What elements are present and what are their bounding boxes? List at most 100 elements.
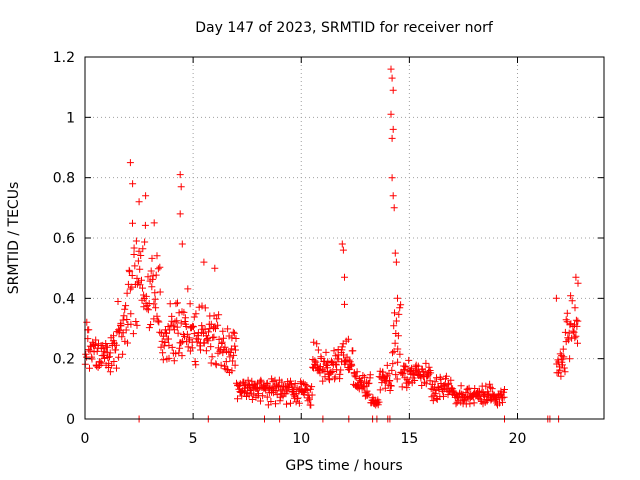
data-point-plus xyxy=(411,377,419,384)
data-point-plus xyxy=(145,324,153,332)
data-point-plus xyxy=(390,347,398,355)
data-point-plus xyxy=(180,308,188,316)
data-point-plus xyxy=(394,294,401,302)
data-point-plus xyxy=(173,317,181,325)
data-point-plus xyxy=(572,273,580,281)
data-point-plus xyxy=(431,390,439,398)
data-point-plus xyxy=(176,171,184,179)
data-point-plus xyxy=(231,342,239,350)
data-point-plus xyxy=(150,219,158,227)
data-point-plus xyxy=(346,365,354,373)
data-point-plus xyxy=(557,372,565,380)
x-tick-label: 5 xyxy=(189,431,198,447)
data-point-plus xyxy=(331,373,339,381)
data-point-plus xyxy=(425,363,433,371)
data-point-plus xyxy=(365,390,373,398)
data-point-plus xyxy=(257,397,264,405)
x-tick-label: 20 xyxy=(509,431,527,447)
data-point-plus xyxy=(106,368,114,376)
data-point-plus xyxy=(139,284,146,292)
data-point-plus xyxy=(365,379,373,387)
data-point-plus xyxy=(220,334,227,342)
data-point-plus xyxy=(306,395,313,403)
data-point-plus xyxy=(267,398,275,405)
y-tick-label: 0 xyxy=(66,412,75,428)
data-point-plus xyxy=(255,390,262,398)
data-point-plus xyxy=(231,361,239,369)
data-point-plus xyxy=(117,322,125,330)
data-point-plus xyxy=(100,351,107,359)
data-point-plus xyxy=(230,329,238,337)
data-point-plus xyxy=(392,371,400,379)
data-point-plus xyxy=(389,125,397,133)
data-point-plus xyxy=(381,384,389,392)
data-point-plus xyxy=(188,344,196,352)
data-point-plus xyxy=(560,353,568,361)
data-point-plus xyxy=(570,328,578,336)
data-point-plus xyxy=(304,397,312,405)
data-point-plus xyxy=(150,300,158,308)
data-point-plus xyxy=(130,244,138,252)
data-point-plus xyxy=(178,352,186,360)
y-tick-label: 1.2 xyxy=(53,50,75,66)
data-point-plus xyxy=(112,346,120,354)
data-point-plus xyxy=(376,386,384,394)
data-point-plus xyxy=(405,356,413,364)
data-point-plus xyxy=(398,370,406,378)
data-point-plus xyxy=(427,385,435,393)
data-point-plus xyxy=(482,382,490,390)
data-point-plus xyxy=(217,361,225,369)
data-point-plus xyxy=(139,245,147,253)
data-point-plus xyxy=(177,183,185,191)
data-point-plus xyxy=(192,361,200,369)
y-tick-label: 0.6 xyxy=(53,231,75,247)
data-point-plus xyxy=(142,292,150,300)
data-point-plus xyxy=(364,391,372,399)
data-point-plus xyxy=(184,343,192,351)
data-point-plus xyxy=(191,358,199,365)
data-point-plus xyxy=(396,304,404,312)
data-point-plus xyxy=(488,385,496,393)
data-point-plus xyxy=(563,309,571,317)
data-point-plus xyxy=(135,247,143,255)
data-point-plus xyxy=(141,238,149,246)
data-point-plus xyxy=(153,312,161,320)
data-point-plus xyxy=(170,357,178,365)
data-point-plus xyxy=(229,357,237,365)
data-point-plus xyxy=(218,338,226,346)
data-point-plus xyxy=(144,273,152,281)
data-point-plus xyxy=(118,333,126,341)
data-point-plus xyxy=(332,360,340,368)
data-point-plus xyxy=(457,382,465,390)
data-point-plus xyxy=(339,246,347,254)
data-point-plus xyxy=(152,271,160,279)
data-point-plus xyxy=(232,335,240,342)
data-point-plus xyxy=(202,347,210,355)
data-point-plus xyxy=(234,395,241,403)
label-layer: Day 147 of 2023, SRMTID for receiver nor… xyxy=(6,20,494,474)
data-point-plus xyxy=(159,349,167,357)
data-point-plus xyxy=(230,351,238,359)
data-layer xyxy=(81,65,582,423)
data-point-plus xyxy=(183,330,191,338)
data-point-plus xyxy=(556,366,564,374)
data-point-plus xyxy=(299,379,307,387)
data-point-plus xyxy=(392,317,400,325)
data-point-plus xyxy=(486,383,494,391)
data-point-plus xyxy=(319,377,327,385)
data-point-plus xyxy=(307,401,315,409)
data-point-plus xyxy=(219,327,227,335)
data-point-plus xyxy=(392,258,400,266)
data-point-plus xyxy=(389,192,397,200)
data-point-plus xyxy=(124,339,131,347)
data-point-plus xyxy=(352,373,360,381)
data-point-plus xyxy=(171,318,179,326)
x-tick-label: 15 xyxy=(400,431,418,447)
data-point-plus xyxy=(308,391,316,399)
data-point-plus xyxy=(574,279,582,287)
data-point-plus xyxy=(203,335,211,343)
axis-layer: 0 0.2 0.4 0.6 0.8 1 1.2 0 5 10 15 20 xyxy=(53,50,605,447)
data-point-plus xyxy=(263,393,271,401)
data-point-plus xyxy=(126,268,134,276)
data-point-plus xyxy=(172,300,180,308)
